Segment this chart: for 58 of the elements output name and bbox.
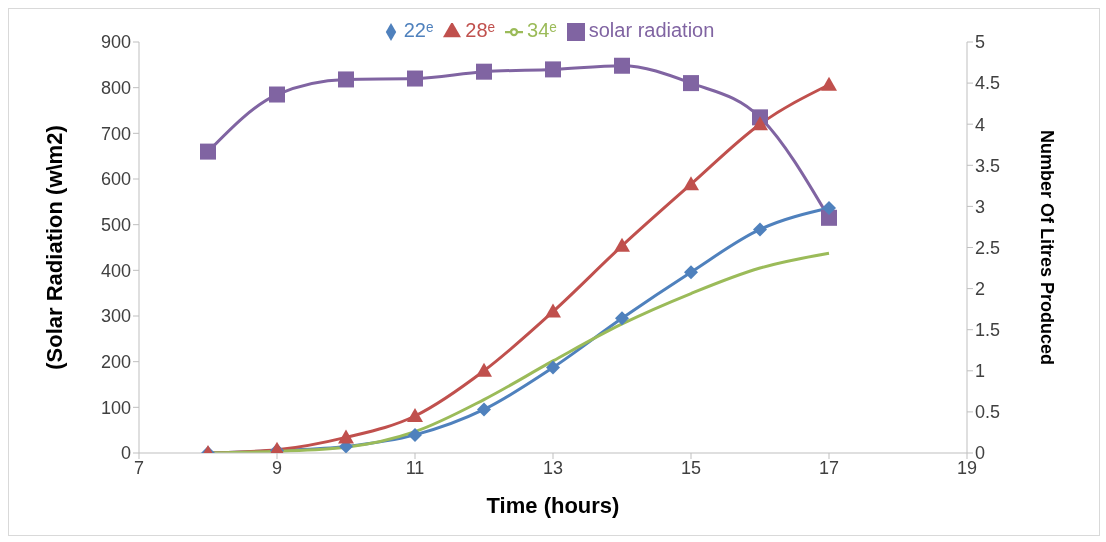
y-axis-title: (Solar Radiation (w\m2): [41, 125, 67, 370]
y2-tick-label: 2: [975, 278, 986, 299]
x-tick-label: 9: [271, 457, 283, 478]
y-tick-label: 900: [100, 32, 131, 53]
y-tick-label: 100: [100, 397, 131, 418]
x-tick-label: 17: [818, 457, 840, 478]
y-tick-label: 600: [100, 169, 131, 190]
y-tick-label: 400: [100, 260, 131, 281]
y-tick-label: 800: [100, 78, 131, 99]
y2-tick-label: 4.5: [975, 73, 1001, 94]
point: [822, 201, 836, 216]
x-tick-label: 15: [680, 457, 702, 478]
y2-tick-label: 0: [975, 443, 986, 464]
y2-tick-label: 3.5: [975, 155, 1001, 176]
y-tick-label: 200: [100, 352, 131, 373]
point: [615, 311, 629, 326]
y2-tick-label: 3: [975, 196, 986, 217]
point: [614, 57, 630, 74]
point: [408, 427, 422, 442]
point: [269, 86, 285, 103]
point: [821, 76, 837, 91]
point: [477, 402, 491, 417]
legend-label: 22ᵉ: [403, 19, 434, 41]
point: [684, 265, 698, 280]
point: [338, 71, 354, 88]
point: [407, 70, 423, 87]
point: [407, 408, 423, 423]
x-tick-label: 19: [956, 457, 978, 478]
point: [200, 143, 216, 160]
y2-tick-label: 5: [975, 32, 986, 53]
y2-tick-label: 1.5: [975, 320, 1001, 341]
point: [683, 75, 699, 92]
point: [753, 222, 767, 237]
point: [752, 116, 768, 131]
y2-tick-label: 4: [975, 114, 986, 135]
point: [338, 429, 354, 444]
x-tick-label: 7: [133, 457, 145, 478]
legend-label: solar radiation: [588, 19, 715, 41]
x-tick-label: 11: [405, 457, 425, 478]
y2-tick-label: 0.5: [975, 402, 1001, 423]
x-axis-title: Time (hours): [486, 493, 620, 518]
y-tick-label: 700: [100, 123, 131, 144]
y2-tick-label: 2.5: [975, 237, 1001, 258]
legend-label: 28ᵉ: [465, 19, 496, 41]
legend-label: 34ᵉ: [527, 19, 557, 41]
y2-axis-title: Number Of Litres Produced: [1036, 129, 1057, 366]
point: [683, 176, 699, 191]
y2-tick-label: 1: [975, 361, 986, 382]
point: [614, 237, 630, 252]
point: [545, 61, 561, 78]
point: [546, 360, 560, 375]
point: [476, 362, 492, 377]
point: [545, 303, 561, 318]
y-tick-label: 0: [120, 443, 131, 464]
y-tick-label: 500: [100, 215, 131, 236]
y-tick-label: 300: [100, 306, 131, 327]
x-tick-label: 13: [542, 457, 564, 478]
point: [476, 63, 492, 80]
